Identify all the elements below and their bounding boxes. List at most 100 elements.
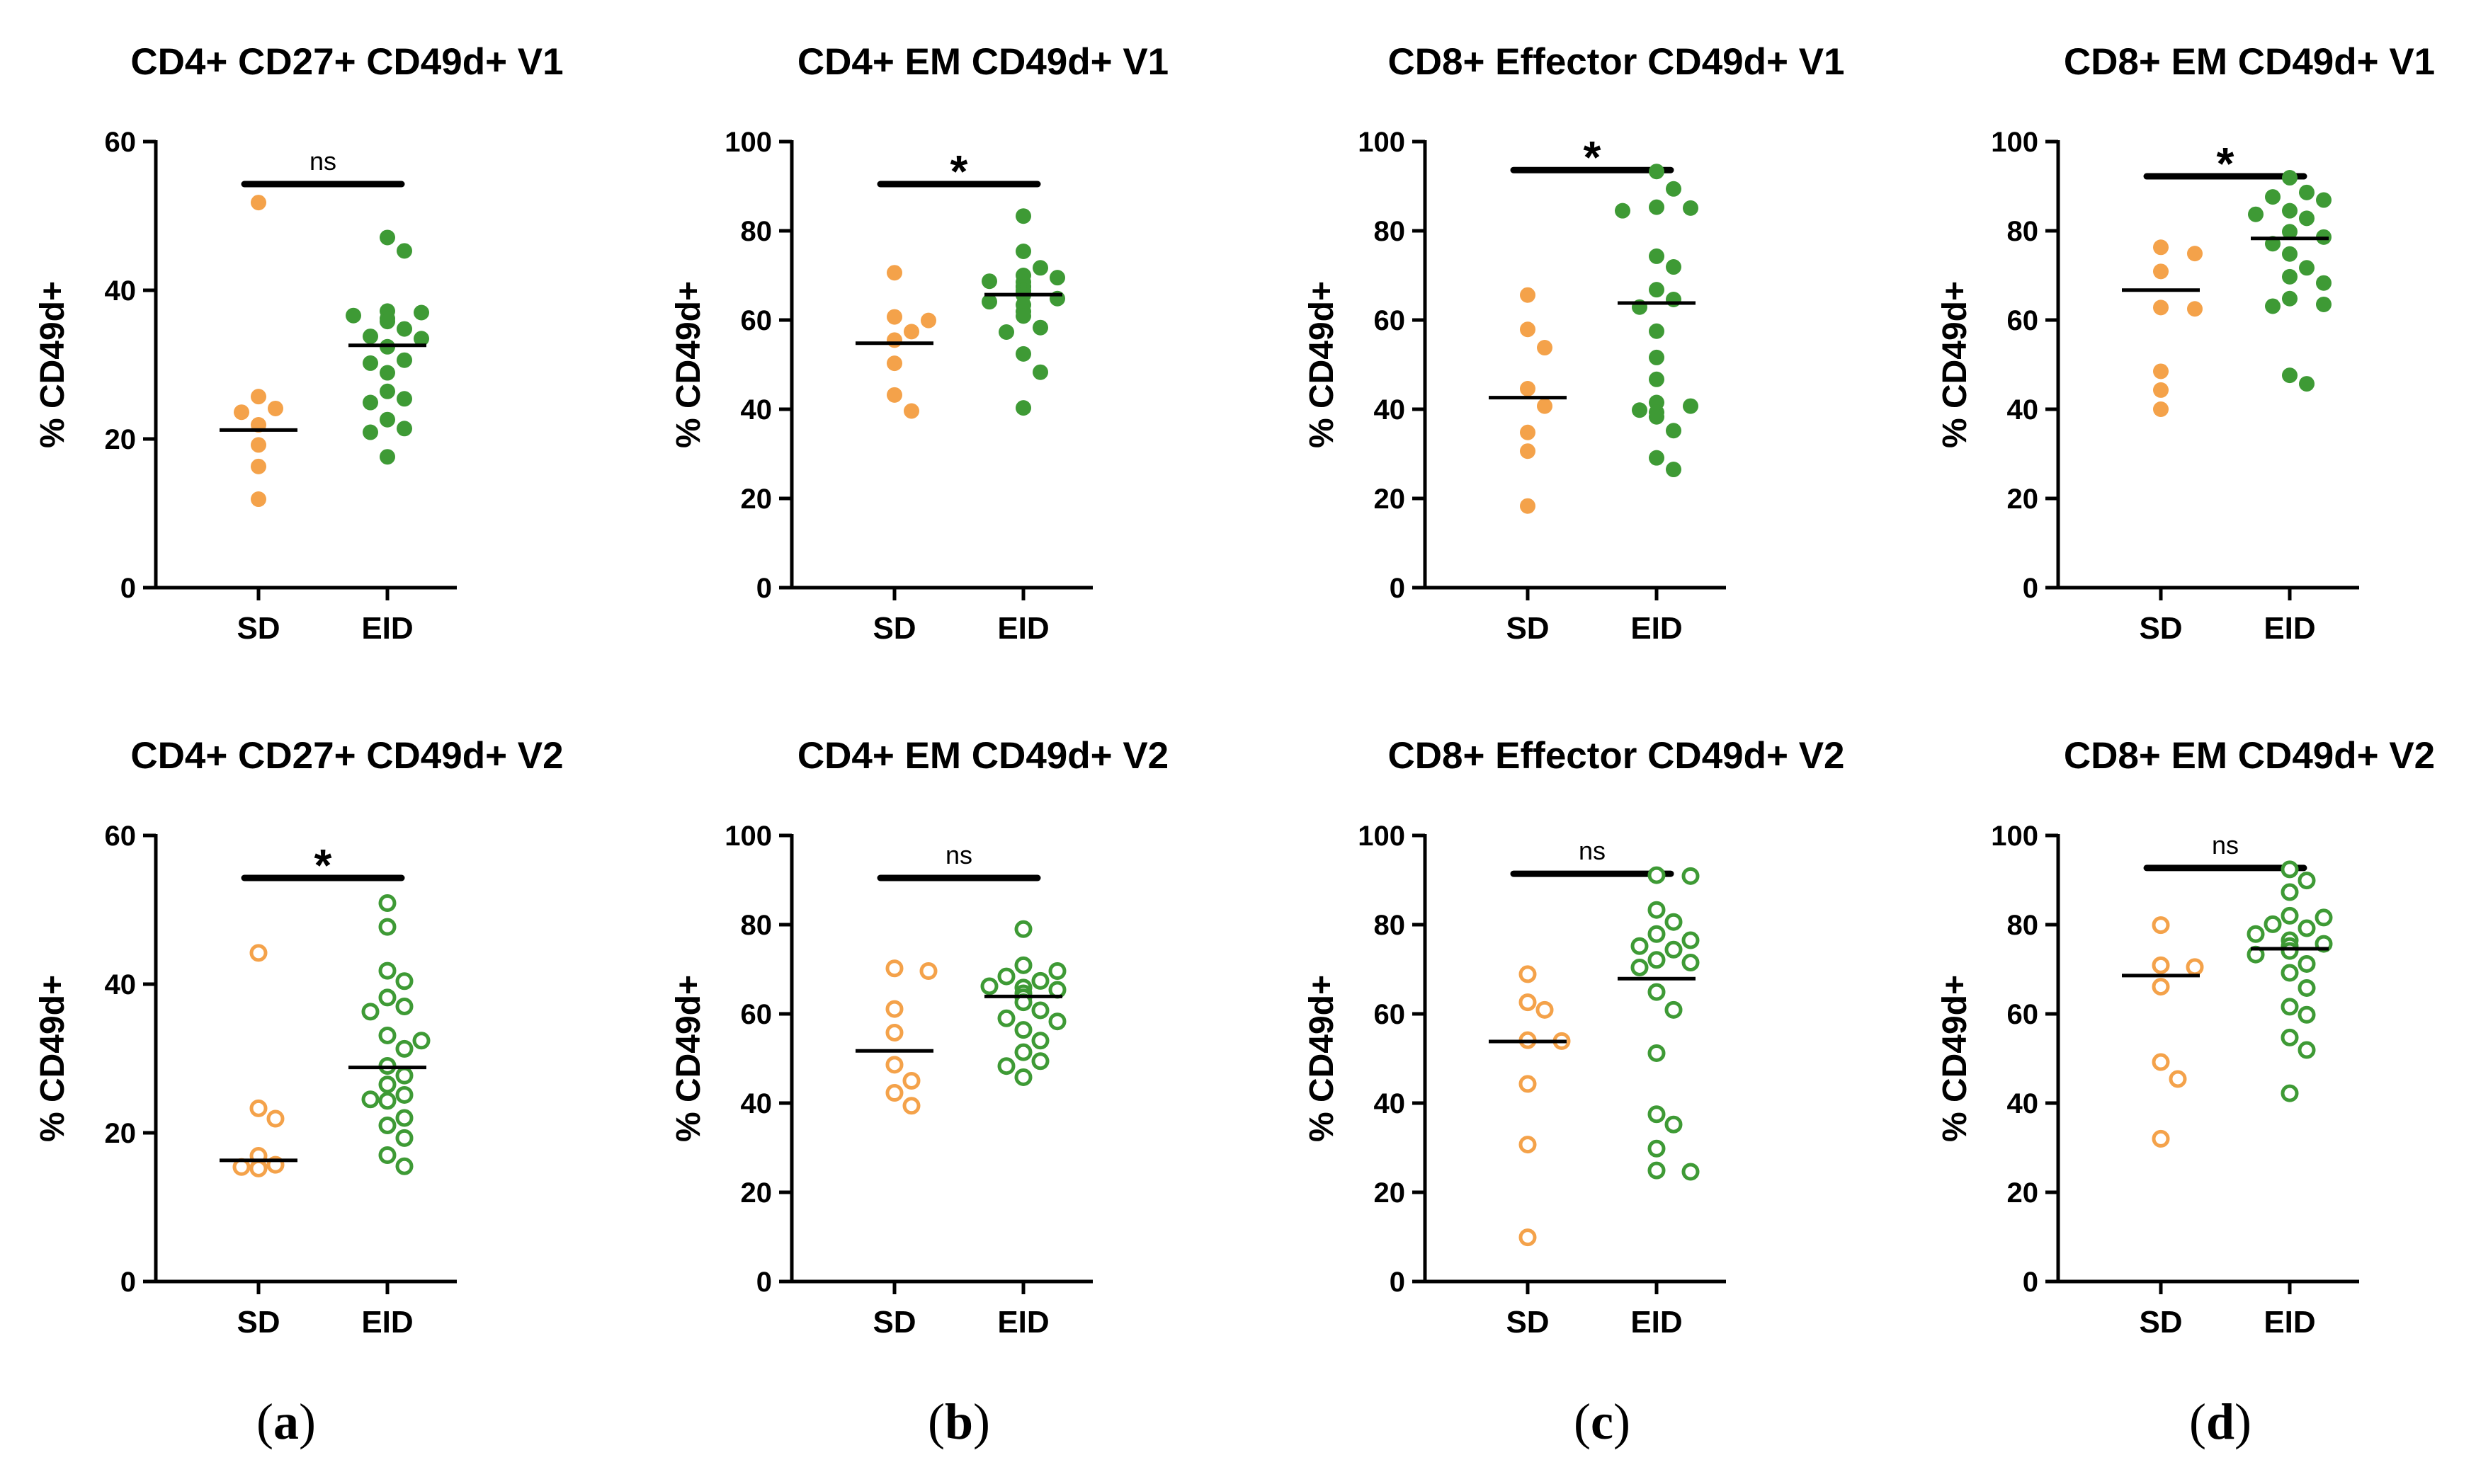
y-tick-label: 0 [120,1267,136,1298]
data-point-eid [1048,1012,1067,1031]
data-point-eid [1630,958,1649,976]
y-tick-label: 100 [725,127,772,158]
data-point-eid [346,307,361,324]
data-point-eid [980,977,999,995]
y-tick-label: 40 [2007,394,2039,426]
data-point-eid [1016,308,1031,324]
data-point-eid [363,329,378,345]
data-point-sd [1520,424,1535,440]
y-tick-label: 20 [1374,484,1406,515]
data-point-sd [1518,1075,1537,1093]
data-point-sd [1537,340,1552,356]
data-point-eid [1014,1021,1033,1039]
y-tick-label: 20 [105,424,137,455]
data-point-sd [2152,978,2170,996]
chart-panel-2: CD4+ EM CD49d+ V1 % CD49d+ 0 20 40 60 80 100 SD E… [670,41,1169,646]
data-point-sd [251,491,266,508]
y-tick-label: 60 [741,305,773,336]
data-point-eid [395,998,414,1015]
data-point-eid [2298,872,2316,890]
chart-title: CD8+ EM CD49d+ V1 [2064,41,2435,83]
y-tick-label: 60 [2007,999,2039,1030]
x-tick-label: EID [2264,1305,2315,1340]
data-point-eid [1666,181,1681,197]
significance-label: ns [2212,831,2239,860]
data-point-eid [982,294,997,310]
data-point-eid [414,304,429,321]
data-point-eid [1630,937,1649,955]
data-point-eid [2299,210,2315,227]
chart-panel-3: CD8+ Effector CD49d+ V1 % CD49d+ 0 20 40 60 80… [1303,41,1845,646]
data-point-eid [2282,224,2298,240]
data-point-eid [1016,400,1031,416]
data-point-sd [2153,382,2169,398]
data-point-eid [1033,364,1048,380]
data-point-eid [378,1026,397,1044]
data-point-eid [378,918,397,936]
data-point-eid [1050,270,1065,286]
data-point-eid [1031,1032,1050,1050]
y-tick-label: 40 [105,969,137,1000]
data-point-eid [2281,998,2299,1016]
data-point-eid [2298,1041,2316,1059]
data-point-eid [1632,402,1647,418]
data-point-sd [2153,363,2169,379]
data-point-eid [2281,942,2299,960]
chart-panel-1: CD4+ CD27+ CD49d+ V1 % CD49d+ 0 20 40 60 SD EID… [34,41,564,646]
data-point-sd [249,1099,268,1117]
y-tick-label: 80 [1374,910,1406,941]
data-point-sd [1535,1000,1554,1019]
data-point-sd [2152,916,2170,935]
x-tick-label: SD [873,1305,916,1340]
chart-title: CD4+ EM CD49d+ V1 [797,41,1169,83]
data-point-eid [2316,275,2332,291]
data-point-eid [412,1032,431,1050]
data-point-eid [2265,189,2281,205]
y-tick-label: 80 [741,910,773,941]
data-point-eid [378,1092,397,1110]
data-point-eid [395,1039,414,1058]
y-tick-label: 20 [2007,1177,2039,1209]
data-point-sd [249,944,268,962]
data-point-sd [2152,1129,2170,1148]
data-point-eid [1666,259,1681,275]
data-point-eid [982,273,997,290]
y-axis-label: % CD49d+ [1303,975,1341,1142]
data-point-sd [887,265,902,281]
data-point-eid [2282,367,2298,384]
data-point-eid [378,961,397,980]
data-point-eid [397,421,412,437]
data-point-eid [1048,962,1067,981]
data-point-eid [1647,866,1666,884]
y-tick-label: 20 [105,1118,137,1149]
data-point-eid [380,314,395,330]
data-point-eid [1649,164,1664,180]
data-point-eid [2299,376,2315,392]
panel-label-c: (c) [1574,1393,1630,1450]
data-point-eid [2315,908,2333,927]
y-tick-label: 80 [2007,910,2039,941]
data-point-eid [1683,200,1698,216]
y-tick-label: 60 [741,999,773,1030]
panel-label-d: (d) [2189,1393,2251,1450]
chart-panel-6: CD4+ EM CD49d+ V2 % CD49d+ 0 20 40 60 80 100 SD E… [670,735,1169,1340]
significance-label: * [950,146,968,197]
x-tick-label: EID [1630,611,1682,646]
data-point-sd [885,1084,904,1102]
y-tick-label: 0 [756,1267,772,1298]
data-point-sd [887,309,902,325]
x-tick-label: EID [361,611,413,646]
data-point-eid [2281,860,2299,879]
data-point-eid [378,1146,397,1164]
data-point-sd [2169,1070,2187,1088]
data-point-eid [1647,1105,1666,1124]
data-point-sd [887,387,902,403]
data-point-eid [2316,296,2332,312]
data-point-eid [1647,1139,1666,1158]
data-point-eid [2282,268,2298,285]
data-point-sd [902,1072,921,1090]
y-axis-label: % CD49d+ [1303,281,1341,448]
y-tick-label: 80 [2007,216,2039,247]
data-point-eid [1666,462,1681,478]
y-tick-label: 60 [105,127,137,158]
